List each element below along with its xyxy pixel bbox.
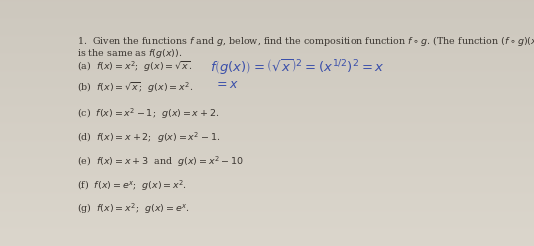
Text: (e)  $f(x) = x + 3$  and  $g(x) = x^2 - 10$: (e) $f(x) = x + 3$ and $g(x) = x^2 - 10$	[77, 154, 244, 169]
Text: 1.  Given the functions $f$ and $g$, below, find the composition function $f \ci: 1. Given the functions $f$ and $g$, belo…	[77, 34, 534, 48]
Text: (g)  $f(x) = x^2$;  $g(x) = e^x$.: (g) $f(x) = x^2$; $g(x) = e^x$.	[77, 202, 190, 216]
Text: is the same as $f(g(x))$.: is the same as $f(g(x))$.	[77, 46, 182, 60]
Text: $f\left(g(x)\right) = \left(\sqrt{x}\right)^{2} = \left(x^{1/2}\right)^{2} = x$: $f\left(g(x)\right) = \left(\sqrt{x}\rig…	[209, 57, 384, 76]
Text: (d)  $f(x) = x + 2$;  $g(x) = x^2 - 1$.: (d) $f(x) = x + 2$; $g(x) = x^2 - 1$.	[77, 131, 221, 145]
Text: (c)  $f(x) = x^2 - 1$;  $g(x) = x + 2$.: (c) $f(x) = x^2 - 1$; $g(x) = x + 2$.	[77, 106, 219, 121]
Text: (b)  $f(x) = \sqrt{x}$;  $g(x) = x^2$.: (b) $f(x) = \sqrt{x}$; $g(x) = x^2$.	[77, 81, 193, 95]
Text: $= x$: $= x$	[214, 78, 239, 92]
Text: (a)  $f(x) = x^2$;  $g(x) = \sqrt{x}$.: (a) $f(x) = x^2$; $g(x) = \sqrt{x}$.	[77, 60, 193, 74]
Text: (f)  $f(x) = e^x$;  $g(x) = x^2$.: (f) $f(x) = e^x$; $g(x) = x^2$.	[77, 178, 187, 193]
